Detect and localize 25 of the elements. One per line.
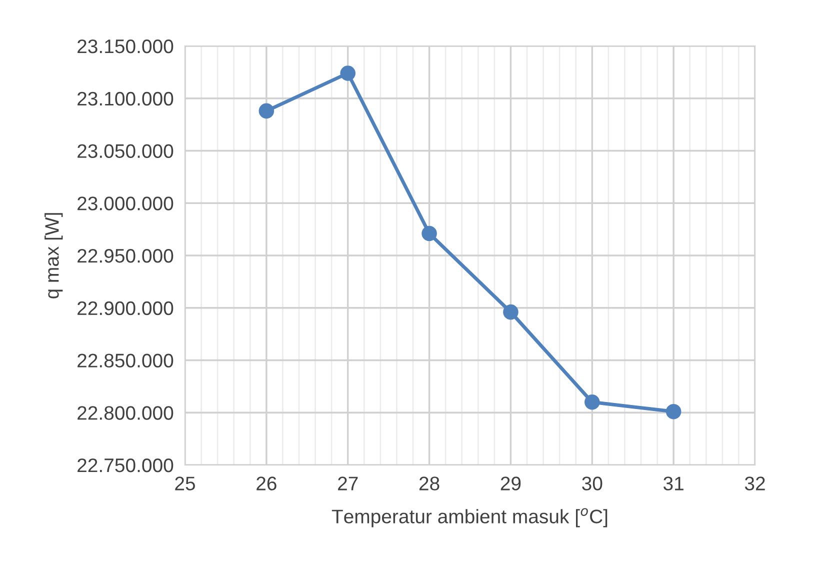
x-tick-label: 29 <box>500 476 521 490</box>
y-tick-label: 22.750.000 <box>78 458 174 472</box>
point <box>340 66 356 81</box>
y-tick-label: 23.050.000 <box>78 144 174 158</box>
y-tick-label: 22.900.000 <box>78 301 174 316</box>
point <box>258 103 274 119</box>
y-axis-title: q max [W] <box>44 213 63 298</box>
x-tick-label: 27 <box>338 476 358 490</box>
x-tick-label: 25 <box>175 476 195 490</box>
y-tick-label: 22.800.000 <box>78 406 174 420</box>
y-tick-label: 23.100.000 <box>78 92 174 106</box>
point <box>503 304 518 320</box>
x-axis-title: Temperatur ambient masuk [$^{o}$C] <box>332 508 608 528</box>
x-tick-label: 28 <box>419 476 440 490</box>
x-tick-label: 30 <box>582 476 602 490</box>
x-tick-label: 32 <box>744 476 765 490</box>
point <box>584 394 600 410</box>
point <box>666 404 682 420</box>
x-tick-label: 26 <box>256 476 276 490</box>
x-tick-label: 31 <box>664 476 684 490</box>
y-tick-label: 22.950.000 <box>78 248 174 263</box>
y-tick-label: 23.150.000 <box>78 39 174 54</box>
y-tick-label: 23.000.000 <box>78 196 174 210</box>
y-tick-label: 22.850.000 <box>78 354 174 368</box>
point <box>422 226 437 242</box>
